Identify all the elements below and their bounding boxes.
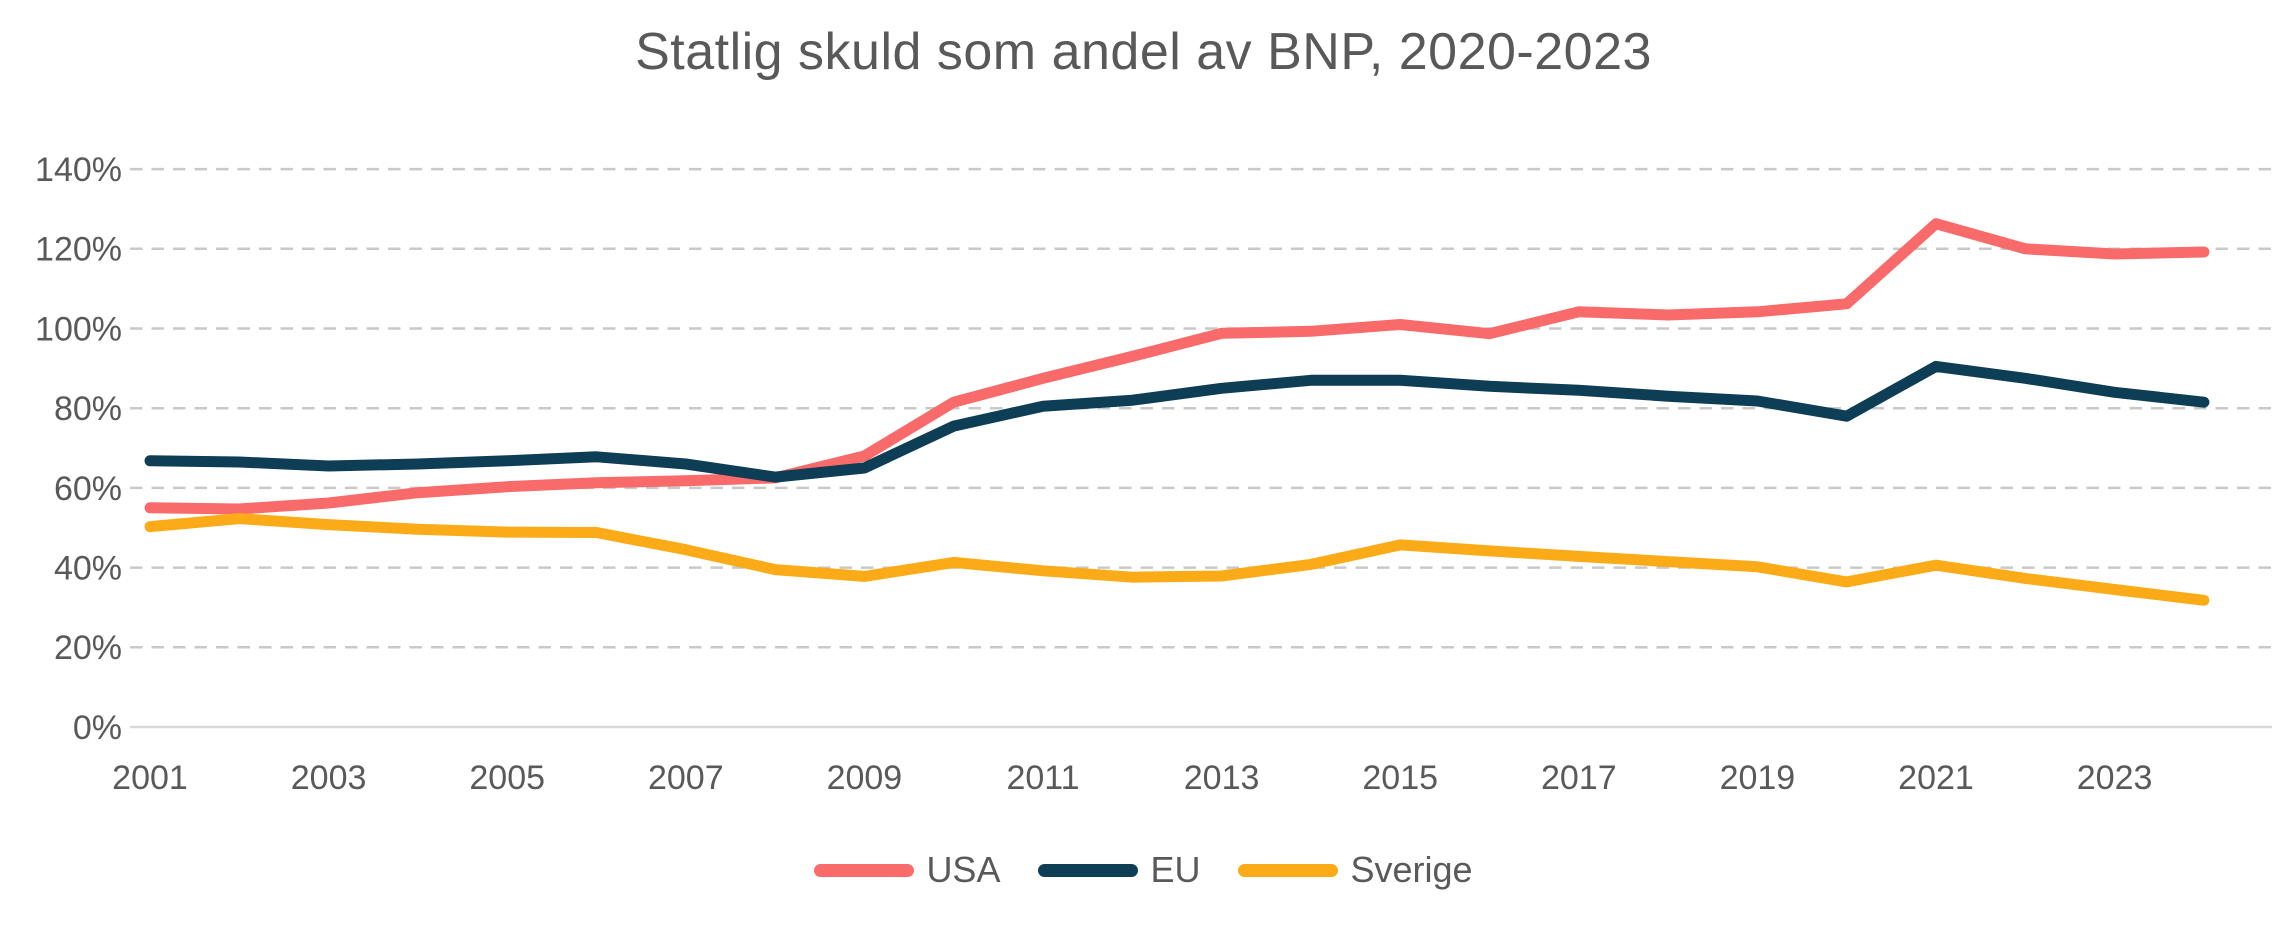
x-axis-tick-label: 2021 [1898,759,1974,797]
legend-item-usa: USA [814,849,1000,891]
series-line-usa [144,218,2210,515]
chart-title: Statlig skuld som andel av BNP, 2020-202… [635,23,1652,81]
y-axis-tick-label: 100% [35,310,122,348]
legend-label-usa: USA [926,849,1001,890]
legend-swatch-usa [814,863,915,877]
y-axis-tick-label: 0% [73,709,122,747]
x-axis-tick-label: 2007 [648,759,724,797]
x-axis-tick-label: 2011 [1006,759,1079,797]
legend-label-sverige: Sverige [1350,849,1473,890]
legend-label-eu: EU [1150,849,1201,890]
y-axis-tick-label: 80% [54,390,122,428]
y-axis-tick-label: 140% [35,151,122,189]
legend-item-eu: EU [1038,849,1200,891]
x-axis-tick-label: 2001 [112,759,188,797]
x-axis-tick-label: 2009 [827,759,903,797]
y-axis-tick-label: 120% [35,231,122,269]
legend-swatch-eu [1038,863,1139,877]
legend: USA EU Sverige [0,849,2287,891]
series-line-eu [144,360,2210,483]
x-axis-tick-label: 2017 [1541,759,1617,797]
series-line-sverige [144,513,2210,606]
legend-item-sverige: Sverige [1238,849,1473,891]
legend-swatch-sverige [1238,863,1339,877]
x-axis-tick-label: 2005 [469,759,545,797]
x-axis-tick-label: 2023 [2077,759,2153,797]
x-axis-tick-label: 2013 [1184,759,1260,797]
x-axis-tick-label: 2015 [1362,759,1438,797]
y-axis-tick-label: 20% [54,629,122,667]
y-axis-tick-label: 40% [54,550,122,588]
x-axis-tick-label: 2019 [1720,759,1796,797]
x-axis-tick-label: 2003 [291,759,367,797]
y-axis-tick-label: 60% [54,470,122,508]
